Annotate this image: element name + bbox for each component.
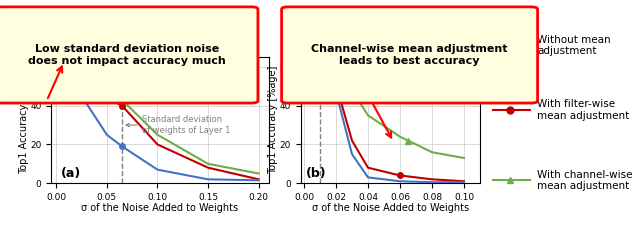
Y-axis label: Top1 Accuracy [%age]: Top1 Accuracy [%age]: [268, 66, 278, 174]
Text: With channel-wise
mean adjustment: With channel-wise mean adjustment: [537, 170, 632, 191]
Text: Channel-wise mean adjustment
leads to best accuracy: Channel-wise mean adjustment leads to be…: [311, 44, 508, 66]
X-axis label: σ of the Noise Added to Weights: σ of the Noise Added to Weights: [312, 203, 469, 213]
Text: Standard deviation
of weights of Layer 4: Standard deviation of weights of Layer 4: [324, 61, 428, 81]
Text: Low standard deviation noise
does not impact accuracy much: Low standard deviation noise does not im…: [28, 44, 225, 66]
Text: (a): (a): [61, 167, 81, 180]
Y-axis label: Top1 Accuracy [%age]: Top1 Accuracy [%age]: [19, 66, 29, 174]
Text: Standard deviation
of weights of Layer 1: Standard deviation of weights of Layer 1: [126, 115, 230, 135]
Text: (b): (b): [306, 167, 326, 180]
X-axis label: σ of the Noise Added to Weights: σ of the Noise Added to Weights: [81, 203, 239, 213]
Text: With filter-wise
mean adjustment: With filter-wise mean adjustment: [537, 99, 629, 121]
Text: Without mean
adjustment: Without mean adjustment: [537, 35, 611, 56]
